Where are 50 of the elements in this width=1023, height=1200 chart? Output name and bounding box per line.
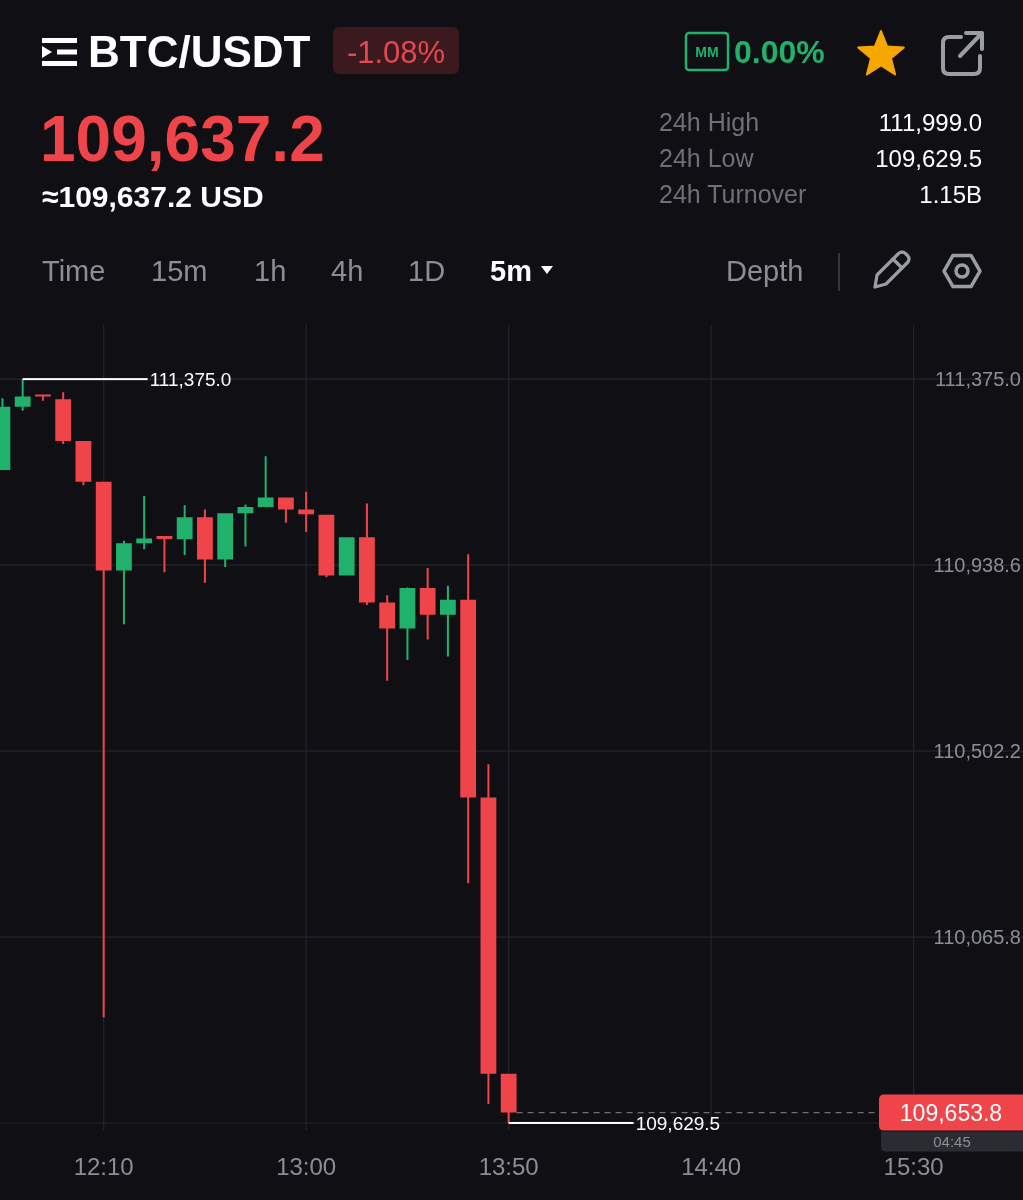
text: 109,637.2 — [40, 103, 325, 175]
text: 04:45 — [933, 1132, 971, 1150]
candlestick — [460, 554, 477, 884]
text: 15m — [151, 255, 208, 287]
x-tick-label: 15:30 — [883, 1153, 944, 1180]
candlestick — [35, 394, 51, 401]
candlestick — [419, 567, 436, 640]
text: MM — [695, 44, 719, 60]
text: 24h Turnover — [659, 180, 807, 208]
candlestick — [440, 585, 456, 657]
y-tick-label: 110,065.8 — [933, 926, 1021, 949]
candlestick — [359, 503, 375, 605]
text: 109,629.5 — [875, 145, 982, 172]
text: ≈109,637.2 USD — [42, 180, 264, 213]
candlestick — [379, 595, 396, 681]
x-tick-label: 13:00 — [276, 1153, 337, 1180]
annotation: 111,375.0 — [149, 368, 232, 390]
candlestick — [500, 1073, 517, 1123]
candlestick — [136, 495, 153, 550]
candlestick — [176, 505, 193, 556]
candlestick — [197, 509, 213, 583]
candlestick — [278, 497, 294, 523]
text: 0.00% — [734, 34, 825, 70]
annotation: 109,629.5 — [635, 1112, 721, 1134]
text: -1.08% — [346, 35, 446, 70]
candlestick — [116, 540, 132, 625]
text: 5m — [490, 255, 532, 287]
text: 111,999.0 — [878, 109, 982, 136]
y-tick-label: 111,375.0 — [934, 368, 1021, 391]
x-tick-label: 12:10 — [73, 1153, 134, 1180]
ref-line-label: 109,653.8 — [899, 1099, 1003, 1126]
text: Time — [42, 255, 106, 287]
chart-title: BTC/USDT — [88, 27, 311, 76]
y-tick-label: 110,938.6 — [933, 554, 1021, 577]
text: 1h — [254, 255, 287, 287]
text: 1.15B — [919, 181, 982, 208]
text: 24h Low — [659, 144, 755, 172]
text: 1D — [408, 255, 446, 287]
x-tick-label: 13:50 — [478, 1153, 539, 1180]
candlestick — [55, 392, 72, 444]
text: 4h — [331, 255, 364, 287]
candlestick — [217, 513, 234, 568]
x-tick-label: 14:40 — [681, 1153, 742, 1180]
text: Depth — [726, 255, 804, 287]
candlestick — [257, 456, 274, 507]
candlestick — [156, 535, 173, 573]
candlestick — [338, 537, 355, 576]
candlestick — [14, 379, 31, 411]
y-tick-label: 110,502.2 — [933, 740, 1021, 763]
text: 24h High — [659, 108, 760, 136]
